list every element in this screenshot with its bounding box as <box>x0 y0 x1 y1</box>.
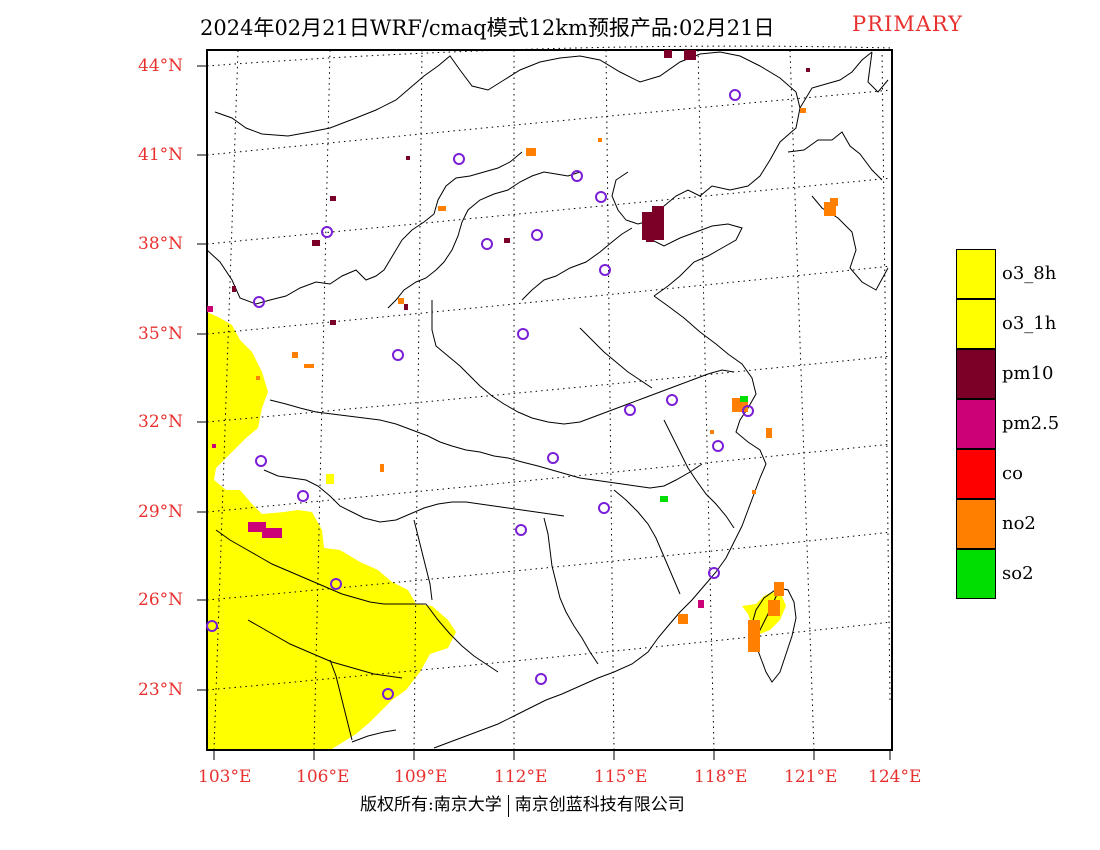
lon-label-118: 118°E <box>694 767 748 787</box>
legend-swatch <box>956 499 996 549</box>
legend-label: o3_8h <box>1002 263 1057 284</box>
map-title: 2024年02月21日WRF/cmaq模式12km预报产品:02月21日 <box>200 16 775 40</box>
lon-label-103: 103°E <box>198 767 252 787</box>
lat-label-23: 23°N <box>138 680 184 700</box>
legend-item-no2: no2 <box>956 499 1100 549</box>
map-frame <box>206 49 893 751</box>
legend-swatch <box>956 449 996 499</box>
legend-item-o3-1h: o3_1h <box>956 299 1100 349</box>
legend-label: o3_1h <box>1002 313 1057 334</box>
o3-patch-small <box>326 474 334 484</box>
legend-item-o3-8h: o3_8h <box>956 249 1100 299</box>
legend-item-pm10: pm10 <box>956 349 1100 399</box>
primary-tag: PRIMARY <box>852 12 963 36</box>
legend-label: so2 <box>1002 563 1034 584</box>
legend-swatch <box>956 249 996 299</box>
legend-swatch <box>956 349 996 399</box>
pm25-patches <box>207 306 704 608</box>
legend-swatch <box>956 399 996 449</box>
legend-label: no2 <box>1002 513 1036 534</box>
pm10-patches <box>232 50 810 325</box>
legend-item-pm25: pm2.5 <box>956 399 1100 449</box>
lat-label-41: 41°N <box>138 145 184 165</box>
footer-separator <box>507 794 509 817</box>
longitude-gridlines <box>213 49 891 751</box>
lon-label-115: 115°E <box>594 767 648 787</box>
footer: 版权所有:南京大学 南京创蓝科技有限公司 <box>360 790 685 817</box>
title-row: 2024年02月21日WRF/cmaq模式12km预报产品:02月21日 PRI… <box>0 12 1100 42</box>
lon-label-124: 124°E <box>868 767 922 787</box>
legend-label: pm2.5 <box>1002 413 1060 434</box>
legend-label: co <box>1002 463 1023 484</box>
latitude-gridlines <box>206 45 893 691</box>
legend-item-so2: so2 <box>956 549 1100 599</box>
lat-label-32: 32°N <box>138 412 184 432</box>
lon-label-109: 109°E <box>394 767 448 787</box>
so2-patches <box>660 396 748 502</box>
legend-item-co: co <box>956 449 1100 499</box>
legend-swatch <box>956 299 996 349</box>
legend-swatch <box>956 549 996 599</box>
company-text: 南京创蓝科技有限公司 <box>514 795 685 815</box>
lat-label-35: 35°N <box>138 324 184 344</box>
lon-label-121: 121°E <box>784 767 838 787</box>
city-stations <box>206 89 754 700</box>
o3-region-southwest <box>207 312 456 750</box>
legend-label: pm10 <box>1002 363 1054 384</box>
lon-label-112: 112°E <box>494 767 548 787</box>
lat-label-44: 44°N <box>138 56 184 76</box>
copyright-text: 版权所有:南京大学 <box>360 795 502 815</box>
axis-ticks <box>197 65 891 760</box>
lat-label-38: 38°N <box>138 234 184 254</box>
lat-label-26: 26°N <box>138 590 184 610</box>
lat-label-29: 29°N <box>138 502 184 522</box>
lon-label-106: 106°E <box>296 767 350 787</box>
